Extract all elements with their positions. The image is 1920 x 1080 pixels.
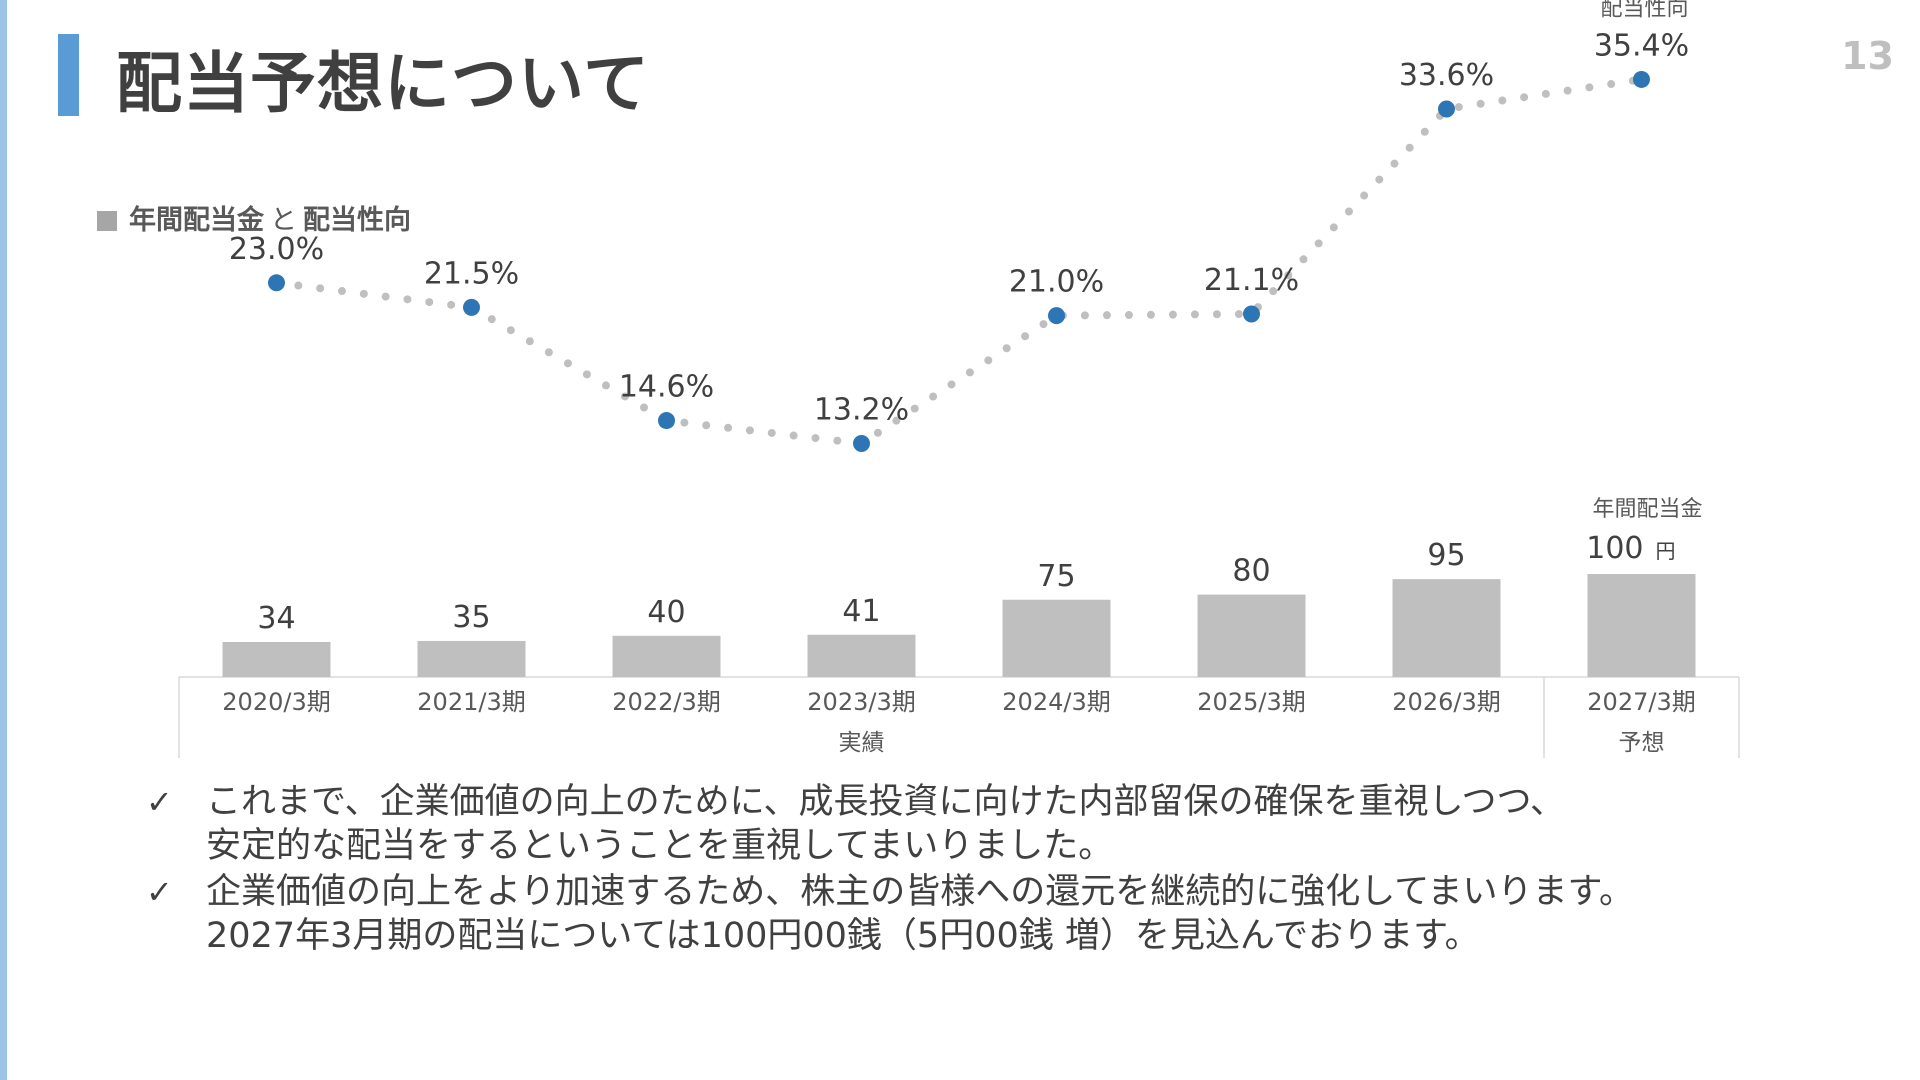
payout-ratio-label: 21.1%	[1204, 263, 1299, 298]
payout-ratio-label: 13.2%	[814, 393, 909, 428]
page-title: 配当予想について	[116, 45, 651, 122]
payout-ratio-label: 21.0%	[1009, 265, 1104, 300]
bar-unit-label: 円	[1656, 539, 1676, 563]
bar-2022/3期	[612, 635, 721, 677]
left-accent-stripe	[0, 0, 7, 1080]
payout-ratio-label: 23.0%	[229, 232, 324, 267]
legend-secondary-label: 配当性向	[303, 205, 411, 236]
bullet-1-line-1: これまで、企業価値の向上のために、成長投資に向けた内部留保の確保を重視しつつ、	[206, 782, 1566, 822]
bullet-item-2: ✓ 企業価値の向上をより加速するため、株主の皆様への還元を継続的に強化してまいり…	[146, 870, 1866, 958]
bar-value-label: 41	[842, 594, 880, 629]
bar-2027/3期	[1587, 574, 1696, 677]
category-label: 2022/3期	[612, 688, 720, 716]
bullet-2-line-1: 企業価値の向上をより加速するため、株主の皆様への還元を継続的に強化してまいります…	[206, 872, 1635, 912]
bar-value-label: 95	[1427, 538, 1465, 573]
page-number: 13	[1841, 34, 1894, 78]
bar-value-label: 35	[452, 600, 490, 635]
payout-ratio-point	[463, 298, 480, 316]
payout-ratio-point	[658, 412, 675, 430]
bullet-list: ✓ これまで、企業価値の向上のために、成長投資に向けた内部留保の確保を重視しつつ…	[146, 780, 1866, 960]
payout-ratio-point	[1438, 100, 1455, 118]
line-series-annotation: 配当性向	[1600, 0, 1688, 21]
category-label: 2021/3期	[417, 688, 525, 716]
bar-series-annotation: 年間配当金	[1592, 497, 1702, 522]
legend-main-label: 年間配当金	[129, 205, 264, 236]
bar-value-label: 75	[1037, 559, 1075, 594]
payout-ratio-label: 33.6%	[1399, 58, 1494, 93]
bar-2021/3期	[417, 640, 526, 677]
payout-ratio-point	[1633, 70, 1650, 88]
payout-ratio-label: 35.4%	[1594, 28, 1689, 63]
category-label: 2025/3期	[1197, 688, 1305, 716]
bar-2026/3期	[1392, 579, 1501, 677]
group-label: 実績	[839, 730, 885, 756]
payout-ratio-label: 21.5%	[424, 256, 519, 291]
payout-ratio-point	[1243, 305, 1260, 323]
title-accent-bar	[58, 34, 79, 116]
check-icon: ✓	[146, 783, 173, 821]
bar-2024/3期	[1002, 599, 1111, 677]
check-icon: ✓	[146, 873, 173, 911]
bullet-2-line-2: 2027年3月期の配当については100円00銭（5円00銭 増）を見込んでおりま…	[206, 916, 1480, 956]
legend-and: と	[270, 205, 297, 236]
bar-2023/3期	[807, 634, 916, 677]
payout-ratio-point	[853, 435, 870, 453]
bar-value-label: 100	[1586, 531, 1643, 566]
payout-ratio-point	[1048, 307, 1065, 325]
payout-ratio-label: 14.6%	[619, 370, 714, 405]
category-label: 2027/3期	[1587, 688, 1695, 716]
bar-2020/3期	[222, 641, 331, 677]
bar-2025/3期	[1197, 594, 1306, 677]
category-label: 2024/3期	[1002, 688, 1110, 716]
category-label: 2026/3期	[1392, 688, 1500, 716]
payout-ratio-point	[268, 274, 285, 292]
bar-value-label: 40	[647, 595, 685, 630]
group-label: 予想	[1619, 730, 1665, 756]
bar-value-label: 80	[1232, 554, 1270, 589]
category-label: 2023/3期	[807, 688, 915, 716]
legend-swatch	[97, 211, 117, 231]
dividend-chart: 実績 予想 34 35 40 41 75 80 95 年間配当金 100 円 2020/3期 2021/3…	[178, 0, 1740, 758]
bullet-item-1: ✓ これまで、企業価値の向上のために、成長投資に向けた内部留保の確保を重視しつつ…	[146, 780, 1866, 868]
bar-value-label: 34	[257, 601, 295, 636]
category-label: 2020/3期	[222, 688, 330, 716]
bullet-1-line-2: 安定的な配当をするということを重視してまいりました。	[206, 826, 1114, 866]
chart-legend: 年間配当金と配当性向	[97, 198, 411, 237]
